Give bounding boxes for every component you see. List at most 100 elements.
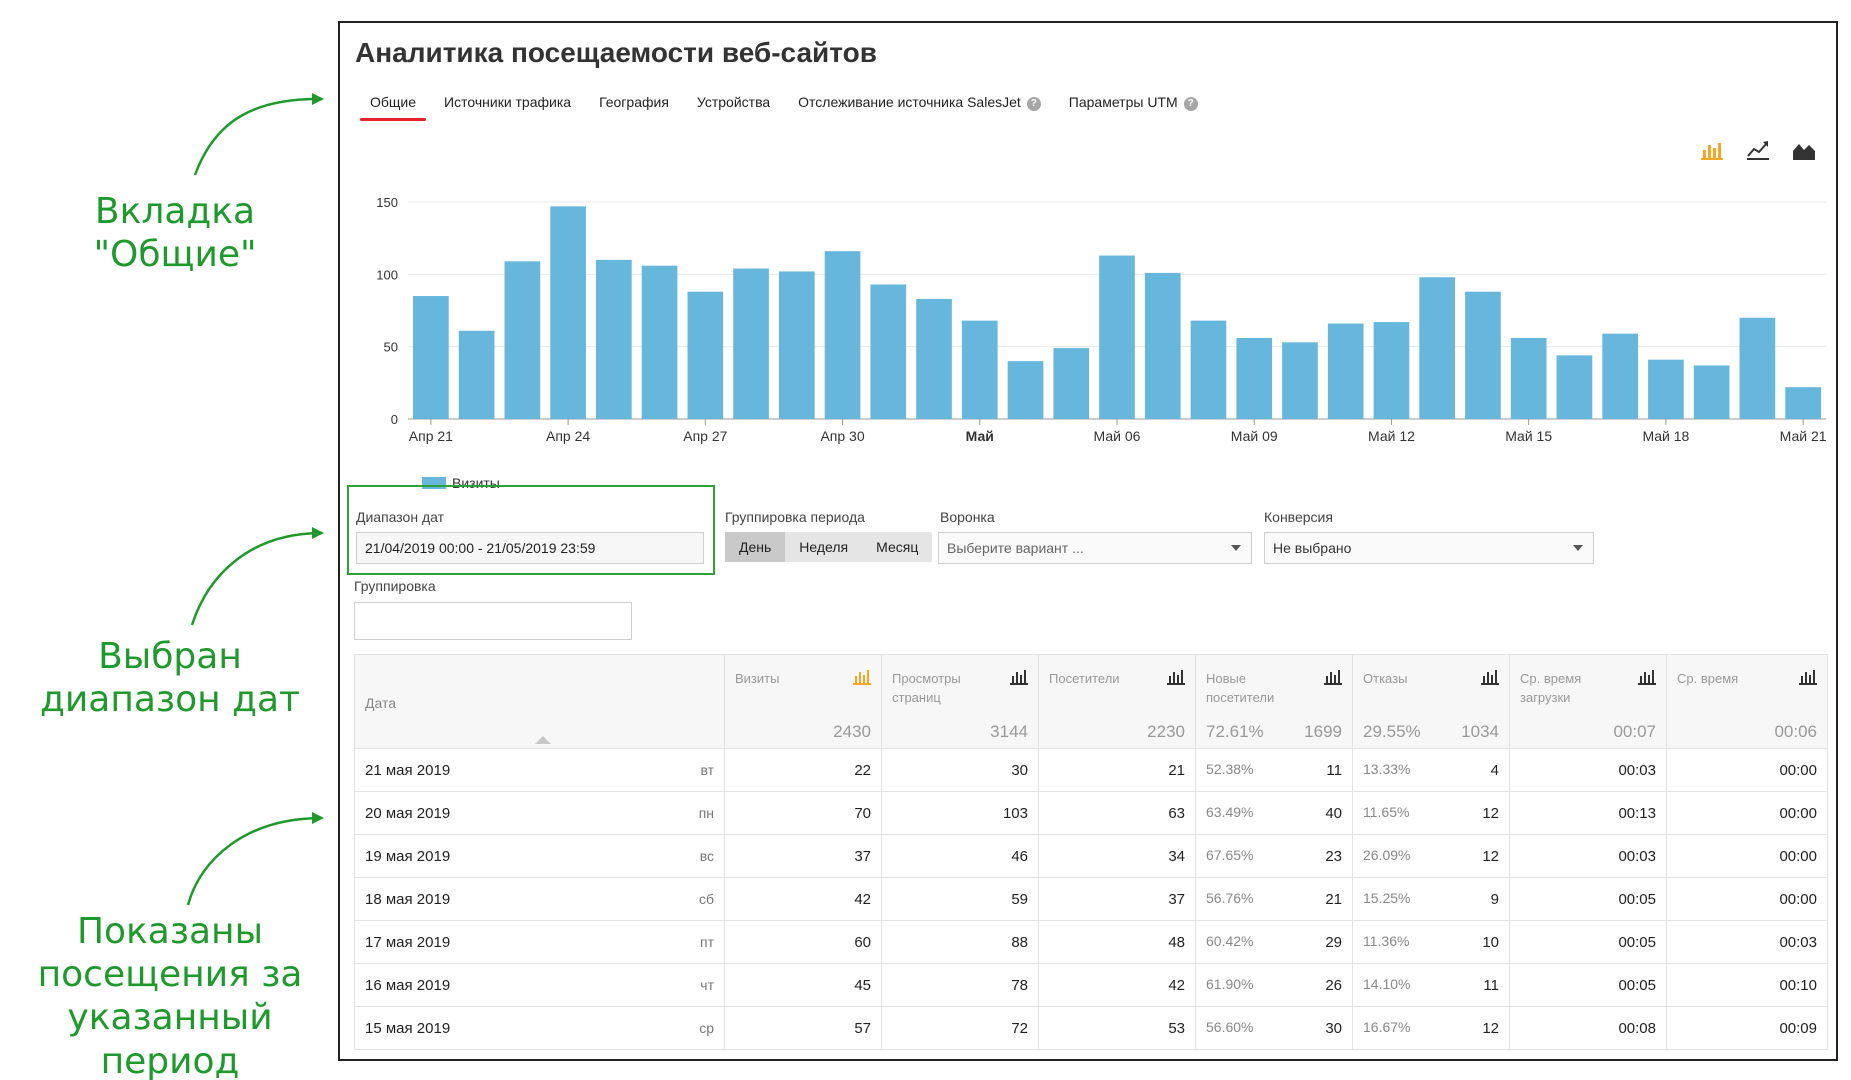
bar[interactable] bbox=[1144, 272, 1181, 419]
line-chart-icon[interactable] bbox=[1746, 139, 1770, 161]
grouping-input[interactable] bbox=[354, 602, 632, 640]
bar[interactable] bbox=[870, 284, 907, 419]
conversion-select[interactable]: Не выбрано bbox=[1264, 532, 1594, 564]
column-name: Просмотры страниц bbox=[892, 669, 961, 707]
avg-time-cell: 00:00 bbox=[1666, 748, 1828, 792]
annotation-period-line-3: указанный период bbox=[67, 997, 273, 1080]
bar[interactable] bbox=[1282, 342, 1318, 419]
column-name-line: Посетители bbox=[1049, 671, 1120, 686]
table-row[interactable]: 20 мая 2019 пн 70 103 63 63.49% 40 11.65% 12 00:1… bbox=[354, 791, 1828, 835]
table-row[interactable]: 18 мая 2019 сб 42 59 37 56.76% 21 15.25% 9 00:05 0… bbox=[354, 877, 1828, 921]
bar[interactable] bbox=[1053, 348, 1090, 419]
bar[interactable] bbox=[961, 320, 998, 419]
date-value: 21 мая 2019 bbox=[365, 761, 451, 779]
grouping-period-option-2[interactable]: Месяц bbox=[876, 539, 919, 555]
column-header-bounces[interactable]: Отказы 29.55% 1034 bbox=[1352, 654, 1510, 749]
bar[interactable] bbox=[1465, 291, 1501, 419]
column-header-visits[interactable]: Визиты 2430 bbox=[724, 654, 882, 749]
y-tick-label: 100 bbox=[376, 267, 398, 282]
bar[interactable] bbox=[1099, 255, 1135, 419]
tab-2[interactable]: География bbox=[585, 87, 683, 121]
tab-4[interactable]: Отслеживание источника SalesJet? bbox=[784, 87, 1055, 121]
date-range-input[interactable]: 21/04/2019 00:00 - 21/05/2019 23:59 bbox=[356, 532, 704, 564]
avg-time-cell: 00:00 bbox=[1666, 791, 1828, 835]
grouping-period-option-1[interactable]: Неделя bbox=[799, 539, 849, 555]
bar[interactable] bbox=[504, 261, 541, 419]
bar[interactable] bbox=[778, 271, 815, 419]
bar[interactable] bbox=[413, 296, 449, 419]
visitors-cell: 53 bbox=[1038, 1006, 1196, 1050]
bar[interactable] bbox=[595, 259, 632, 419]
new-visitors-count: 11 bbox=[1326, 761, 1342, 779]
bar[interactable] bbox=[824, 251, 861, 419]
new-visitors-cell: 63.49% 40 bbox=[1195, 791, 1353, 835]
column-header-load_time[interactable]: Ср. время загрузки 00:07 bbox=[1509, 654, 1667, 749]
annotation-date-range: Выбран диапазон дат bbox=[20, 635, 320, 721]
sort-ascending-icon[interactable] bbox=[535, 736, 551, 744]
column-header-new_visitors[interactable]: Новые посетители 72.61% 1699 bbox=[1195, 654, 1353, 749]
bar[interactable] bbox=[641, 265, 678, 419]
tab-1[interactable]: Источники трафика bbox=[430, 87, 585, 121]
funnel-select[interactable]: Выберите вариант ... bbox=[938, 532, 1252, 564]
bar[interactable] bbox=[1510, 337, 1547, 419]
bar[interactable] bbox=[1785, 387, 1821, 419]
column-name-line: страниц bbox=[892, 690, 941, 705]
bar[interactable] bbox=[550, 206, 586, 419]
bar[interactable] bbox=[1007, 361, 1044, 419]
table-row[interactable]: 21 мая 2019 вт 22 30 21 52.38% 11 13.33% 4 00:03 0… bbox=[354, 748, 1828, 792]
y-tick-label: 0 bbox=[391, 412, 398, 427]
bar[interactable] bbox=[733, 268, 769, 419]
bar[interactable] bbox=[1556, 355, 1593, 419]
column-header-avg_time[interactable]: Ср. время 00:06 bbox=[1666, 654, 1828, 749]
bounces-cell: 14.10% 11 bbox=[1352, 963, 1510, 1007]
column-name: Визиты bbox=[735, 669, 779, 688]
bar[interactable] bbox=[1327, 323, 1364, 419]
weekday-value: пт bbox=[700, 934, 714, 950]
bar-chart-icon[interactable] bbox=[1010, 669, 1028, 685]
column-header-visitors[interactable]: Посетители 2230 bbox=[1038, 654, 1196, 749]
table-row[interactable]: 16 мая 2019 чт 45 78 42 61.90% 26 14.10% 11 00:05… bbox=[354, 963, 1828, 1007]
bar-chart-icon[interactable] bbox=[1638, 669, 1656, 685]
bar-chart-icon[interactable] bbox=[1167, 669, 1185, 685]
tab-0[interactable]: Общие bbox=[356, 87, 430, 121]
help-icon[interactable]: ? bbox=[1183, 97, 1198, 111]
bar[interactable] bbox=[1602, 333, 1639, 419]
bar[interactable] bbox=[916, 298, 952, 419]
pageviews-cell: 59 bbox=[881, 877, 1039, 921]
table-row[interactable]: 15 мая 2019 ср 57 72 53 56.60% 30 16.67% 12 00:08… bbox=[354, 1006, 1828, 1050]
x-tick-label: Май 21 bbox=[1780, 428, 1827, 444]
bar[interactable] bbox=[1739, 317, 1776, 419]
bar-chart-icon[interactable] bbox=[1700, 139, 1724, 161]
bar[interactable] bbox=[1419, 277, 1456, 419]
bar[interactable] bbox=[1648, 359, 1684, 419]
x-tick-label: Май 12 bbox=[1368, 428, 1415, 444]
bar[interactable] bbox=[1190, 320, 1227, 419]
grouping-period-option-0[interactable]: День bbox=[725, 532, 786, 562]
column-header-pageviews[interactable]: Просмотры страниц 3144 bbox=[881, 654, 1039, 749]
tab-5[interactable]: Параметры UTM? bbox=[1055, 87, 1212, 121]
bar[interactable] bbox=[1236, 337, 1273, 419]
table-row[interactable]: 19 мая 2019 вс 37 46 34 67.65% 23 26.09% 12 00:03… bbox=[354, 834, 1828, 878]
bounces-count: 10 bbox=[1482, 933, 1499, 951]
column-total-percent: 72.61% bbox=[1206, 722, 1264, 741]
column-name-line: посетители bbox=[1206, 690, 1275, 705]
bar[interactable] bbox=[687, 291, 724, 419]
bar-chart-icon[interactable] bbox=[853, 669, 871, 685]
pageviews-cell: 78 bbox=[881, 963, 1039, 1007]
bar-chart-icon[interactable] bbox=[1799, 669, 1817, 685]
new-visitors-percent: 56.60% bbox=[1206, 1019, 1254, 1035]
date-column-header[interactable]: Дата bbox=[354, 654, 725, 749]
bar[interactable] bbox=[1693, 365, 1730, 419]
tab-3[interactable]: Устройства bbox=[683, 87, 784, 121]
pageviews-cell: 88 bbox=[881, 920, 1039, 964]
new-visitors-count: 30 bbox=[1325, 1019, 1342, 1037]
visits-cell: 37 bbox=[724, 834, 882, 878]
bar[interactable] bbox=[458, 330, 495, 419]
bar-chart-icon[interactable] bbox=[1324, 669, 1342, 685]
area-chart-icon[interactable] bbox=[1792, 139, 1816, 161]
table-row[interactable]: 17 мая 2019 пт 60 88 48 60.42% 29 11.36% 10 00:05… bbox=[354, 920, 1828, 964]
bar[interactable] bbox=[1373, 322, 1410, 419]
bounces-count: 12 bbox=[1482, 804, 1499, 822]
bar-chart-icon[interactable] bbox=[1481, 669, 1499, 685]
help-icon[interactable]: ? bbox=[1026, 97, 1041, 111]
